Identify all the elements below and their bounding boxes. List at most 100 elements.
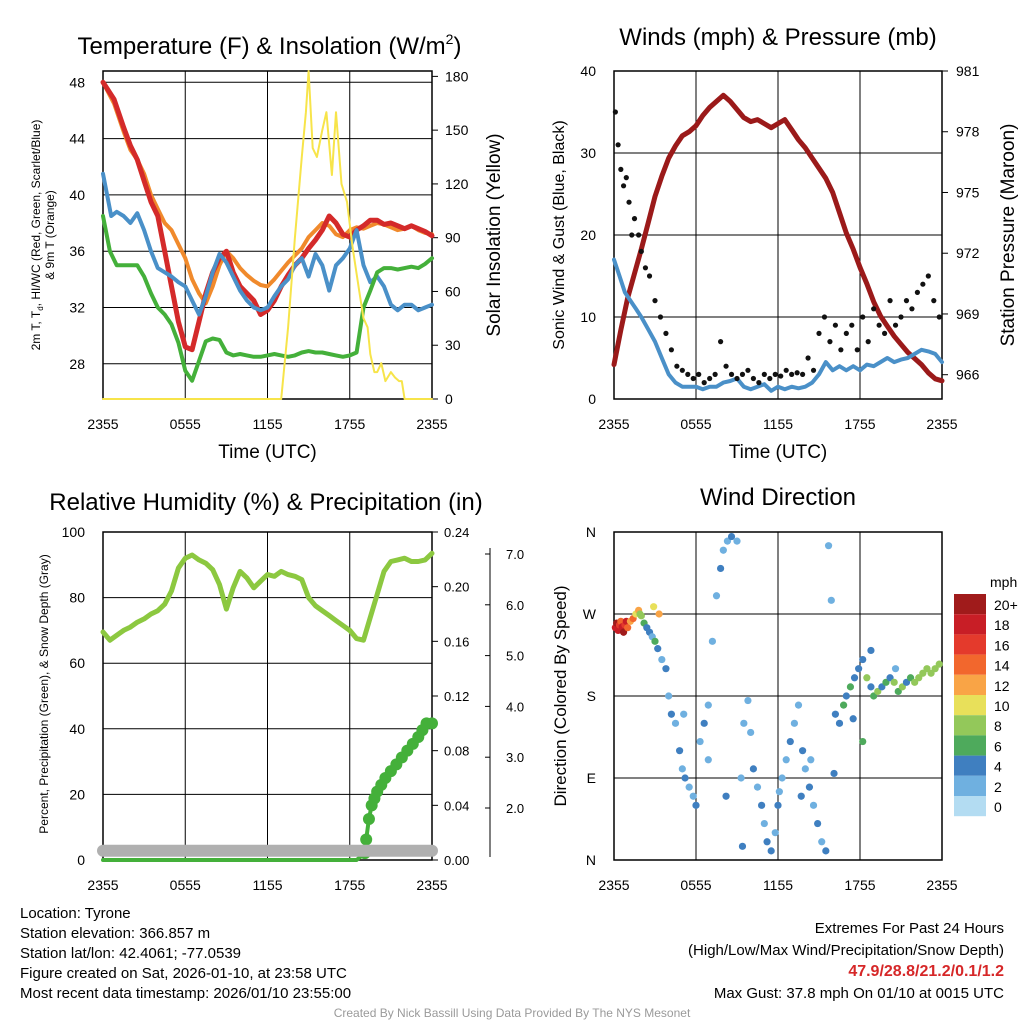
dir-point xyxy=(809,801,818,809)
wind-gust-point xyxy=(832,322,839,328)
wind-gust-point xyxy=(805,355,811,361)
dir-point xyxy=(859,655,867,664)
dir-point xyxy=(778,774,786,782)
dir-xtick-label: 1755 xyxy=(844,877,875,893)
rh-y2tick-label: 0.20 xyxy=(444,580,469,595)
wind-gust-point xyxy=(772,371,778,377)
temp-y2tick-label: 180 xyxy=(445,68,469,84)
dir-point xyxy=(651,637,659,645)
dir-point xyxy=(738,842,747,850)
speed-legend-swatch xyxy=(954,654,986,675)
temp-ytick-label: 28 xyxy=(69,356,85,372)
dir-ytick-label: W xyxy=(583,606,597,622)
wind-gust-point xyxy=(936,314,942,320)
wind-gust-point xyxy=(778,373,784,379)
rh-precip-point xyxy=(362,813,375,825)
dir-point xyxy=(891,665,900,673)
dir-point xyxy=(749,765,758,773)
dir-point xyxy=(722,792,730,800)
wind-xtick-label: 2355 xyxy=(926,416,957,432)
dir-point xyxy=(805,783,814,791)
temp-ylabel-part1: 2m T, T xyxy=(29,310,43,350)
wind-y2tick-label: 978 xyxy=(956,124,980,140)
dir-point xyxy=(704,756,712,764)
dir-point xyxy=(827,596,835,604)
dir-point xyxy=(624,624,632,632)
dir-point xyxy=(717,564,725,573)
dir-title: Wind Direction xyxy=(700,484,856,511)
wind-gust-point xyxy=(816,330,822,336)
dir-point xyxy=(797,792,805,800)
rh-ytick-label: 80 xyxy=(69,590,85,606)
temp-ytick-label: 36 xyxy=(69,243,85,259)
wind-series-sonic-wind xyxy=(612,257,944,393)
wind-xtick-label: 1755 xyxy=(844,416,875,432)
wind-gust-point xyxy=(827,339,833,345)
dir-point xyxy=(667,710,676,718)
temp-y2tick-label: 30 xyxy=(445,337,461,353)
rh-ytick-label: 100 xyxy=(62,524,86,540)
wind-gust-point xyxy=(756,380,762,386)
dir-point xyxy=(763,838,771,846)
dir-point xyxy=(636,610,644,618)
wind-xtick-label: 1155 xyxy=(763,416,793,432)
temp-title-sup: 2 xyxy=(446,31,454,47)
wind-gust-point xyxy=(707,375,713,382)
wind-gust-point xyxy=(783,367,789,373)
wind-ytick-label: 20 xyxy=(580,227,596,243)
wind-gust-point xyxy=(914,289,921,295)
dir-point xyxy=(753,783,762,791)
dir-point xyxy=(774,801,782,809)
dir-point xyxy=(733,537,741,545)
dir-point xyxy=(771,829,779,837)
speed-legend-label: 16 xyxy=(994,637,1010,653)
dir-point xyxy=(650,603,658,611)
dir-point xyxy=(700,719,708,727)
rh-y3tick-label: 6.0 xyxy=(506,598,524,613)
temp-xtick-label: 0555 xyxy=(170,416,201,432)
wind-gust-point xyxy=(860,314,866,320)
temp-xtick-label: 2355 xyxy=(416,416,447,432)
wind-gust-point xyxy=(892,322,899,328)
speed-legend-swatch xyxy=(954,634,986,655)
dir-point xyxy=(696,737,704,746)
temp-ylabel-line2: & 9m T (Orange) xyxy=(43,190,57,280)
wind-gust-point xyxy=(920,281,926,287)
temp-series-solar-insolation xyxy=(102,70,433,400)
rh-precip-point xyxy=(360,833,373,846)
speed-legend-swatch xyxy=(954,755,986,776)
wind-gust-point xyxy=(931,298,937,304)
temp-ylabel-part2: , HI/WC (Red, Green, Scarlet/Blue) xyxy=(29,120,43,307)
wind-gust-point xyxy=(882,330,888,336)
rh-ytick-label: 60 xyxy=(69,655,85,671)
dir-xtick-label: 2355 xyxy=(926,877,957,893)
extremes-values: 47.9/28.8/21.2/0.1/1.2 xyxy=(848,963,1004,980)
dir-point xyxy=(855,665,863,673)
speed-legend-label: 8 xyxy=(994,718,1002,734)
dir-point xyxy=(685,783,693,791)
rh-y2tick-label: 0.04 xyxy=(444,798,469,813)
dir-point xyxy=(665,692,673,700)
station-location: Location: Tyrone xyxy=(20,905,131,922)
speed-legend-label: 18 xyxy=(994,617,1010,633)
dir-point xyxy=(786,737,794,746)
wind-gust-point xyxy=(871,306,877,312)
dir-point xyxy=(719,546,727,554)
wind-gust-point xyxy=(712,371,718,377)
speed-legend-swatch xyxy=(954,594,986,615)
dir-point xyxy=(890,678,898,686)
wind-gust-point xyxy=(887,298,893,304)
wind-gust-point xyxy=(728,371,735,377)
wind-ytick-label: 30 xyxy=(580,145,596,161)
wind-gust-point xyxy=(663,330,669,336)
temp-y2tick-label: 60 xyxy=(445,283,461,299)
dir-point xyxy=(775,788,783,796)
max-gust: Max Gust: 37.8 mph On 01/10 at 0015 UTC xyxy=(713,984,1004,1002)
speed-legend-title: mph xyxy=(990,574,1017,590)
temp-ylabel: 2m T, Td, HI/WC (Red, Green, Scarlet/Blu… xyxy=(29,120,45,351)
wind-gust-point xyxy=(629,232,635,238)
temp-ylabel2: Solar Insolation (Yellow) xyxy=(484,133,505,336)
wind-gust-point xyxy=(620,183,627,189)
dir-point xyxy=(727,532,736,541)
rh-xtick-label: 2355 xyxy=(87,877,118,893)
